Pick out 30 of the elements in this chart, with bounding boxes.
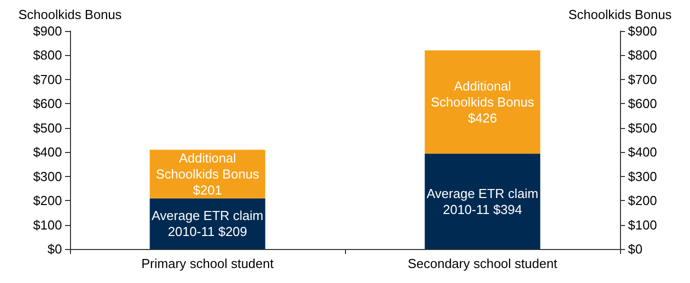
y2-tick-label: $900 [628, 24, 657, 38]
y-tick-label: $0 [48, 242, 62, 256]
data-label: Additional Schoolkids Bonus $201 [156, 150, 260, 198]
data-label: Average ETR claim 2010-11 $209 [152, 208, 264, 240]
y2-axis-title: Schoolkids Bonus [568, 7, 672, 22]
data-label: Additional Schoolkids Bonus $426 [430, 78, 535, 126]
y2-tick-label: $400 [628, 144, 657, 160]
y-tick-label: $300 [33, 168, 62, 184]
y-tick-label: $800 [33, 48, 62, 63]
y2-tick-label: $800 [628, 48, 657, 63]
y-tick-label: $100 [33, 217, 62, 232]
y2-tick-label: $500 [628, 120, 657, 136]
y2-tick-label: $100 [628, 217, 657, 232]
y-tick-label: $400 [33, 144, 62, 160]
data-label: Average ETR claim 2010-11 $394 [426, 186, 538, 217]
y-tick-label: $500 [33, 120, 62, 136]
y2-tick-label: $600 [628, 96, 657, 112]
y2-tick-label: $200 [628, 193, 657, 208]
y-tick-label: $200 [33, 193, 62, 208]
y2-tick-label: $0 [628, 242, 642, 256]
bar [424, 50, 540, 154]
y-tick-label: $700 [33, 72, 62, 87]
bar [424, 154, 540, 249]
y2-tick-label: $300 [628, 168, 657, 184]
x-tick-label: Primary school student [141, 256, 274, 271]
y-tick-label: $900 [33, 24, 62, 38]
y-tick-label: $600 [33, 96, 62, 112]
x-tick-label: Secondary school student [408, 256, 558, 271]
y2-tick-label: $700 [628, 72, 657, 87]
y-axis-title: Schoolkids Bonus [18, 7, 122, 22]
